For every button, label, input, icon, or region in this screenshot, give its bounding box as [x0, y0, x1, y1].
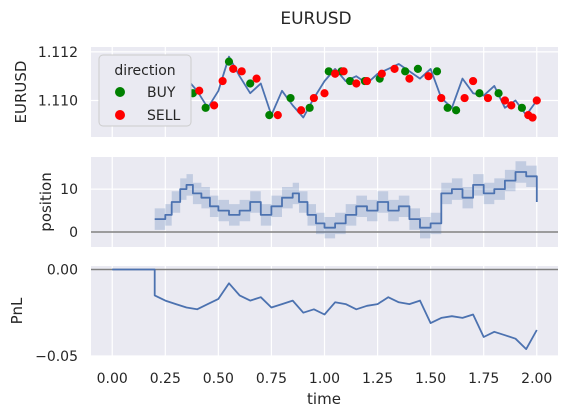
sell-marker	[437, 93, 446, 103]
x-tick-label: 1.00	[309, 371, 340, 387]
sell-marker	[339, 67, 348, 76]
buy-marker	[494, 89, 503, 98]
panel-position: 0 10 position	[37, 157, 558, 247]
buy-marker	[475, 89, 484, 98]
buy-marker	[286, 93, 295, 103]
panel-price-yticks: 1.110 1.112	[38, 45, 78, 110]
sell-marker	[362, 76, 372, 86]
panel-position-content	[91, 161, 558, 239]
x-axis-label: time	[307, 390, 341, 408]
sell-marker	[377, 69, 386, 78]
panel-position-ylabel: position	[37, 172, 55, 231]
sell-marker	[252, 74, 261, 83]
x-tick-label: 0.00	[97, 371, 128, 387]
sell-marker	[528, 113, 537, 122]
x-tick-label: 1.50	[415, 371, 446, 387]
sell-marker	[483, 93, 493, 103]
sell-marker	[273, 111, 282, 120]
chart-title: EURUSD	[280, 9, 351, 29]
y-tick-label: −0.05	[35, 349, 78, 365]
sell-marker	[532, 96, 541, 105]
buy-marker	[305, 103, 314, 112]
sell-marker	[500, 96, 510, 105]
sell-marker	[390, 64, 399, 73]
panel-price-ylabel: EURUSD	[12, 61, 30, 124]
panel-pnl: 0.00 −0.05 PnL	[8, 262, 558, 365]
buy-marker	[432, 67, 442, 76]
series-line	[154, 55, 538, 119]
y-tick-label: 1.112	[38, 45, 78, 61]
x-tick-label: 0.25	[150, 371, 181, 387]
sell-marker	[218, 76, 227, 86]
buy-marker	[517, 103, 527, 112]
sell-marker	[237, 67, 246, 76]
buy-marker	[452, 106, 461, 115]
buy-marker	[246, 79, 255, 88]
legend-buy-marker	[115, 87, 125, 97]
buy-marker	[401, 67, 410, 76]
legend-buy-label: BUY	[147, 85, 176, 101]
sell-marker	[405, 74, 414, 83]
series-line	[154, 171, 538, 229]
sell-marker	[507, 101, 516, 110]
panel-price-content	[150, 55, 541, 122]
sell-marker	[210, 101, 219, 110]
x-tick-labels: 0.00 0.25 0.50 0.75 1.00 1.25 1.50 1.75 2.00	[97, 371, 553, 387]
x-tick-label: 0.75	[256, 371, 287, 387]
buy-marker	[201, 103, 210, 112]
legend-sell-marker	[115, 110, 125, 120]
sell-marker	[331, 69, 340, 78]
legend-title: direction	[114, 63, 175, 79]
panel-price: 1.110 1.112 EURUSD direction BUY SELL	[12, 45, 558, 137]
x-tick-label: 0.50	[203, 371, 234, 387]
y-tick-label: 0.00	[47, 262, 78, 278]
buy-marker	[443, 103, 452, 112]
buy-marker	[413, 64, 422, 73]
panel-pnl-yticks: 0.00 −0.05	[35, 262, 78, 365]
legend-sell-label: SELL	[147, 108, 181, 124]
buy-marker	[265, 111, 274, 120]
buy-marker	[224, 57, 234, 66]
x-tick-label: 2.00	[521, 371, 552, 387]
sell-marker	[297, 106, 306, 115]
y-tick-label: 1.110	[38, 94, 78, 110]
y-tick-label: 10	[60, 182, 78, 198]
panel-pnl-content	[91, 268, 558, 351]
panel-position-yticks: 0 10	[60, 182, 78, 241]
sell-marker	[229, 64, 238, 73]
x-tick-label: 1.25	[362, 371, 393, 387]
y-tick-label: 0	[69, 225, 78, 241]
legend-frame	[98, 54, 192, 127]
panel-pnl-ylabel: PnL	[8, 297, 26, 324]
sell-marker	[424, 72, 433, 81]
legend: direction BUY SELL	[98, 54, 192, 127]
sell-marker	[468, 76, 478, 86]
sell-marker	[320, 89, 329, 98]
x-tick-label: 1.75	[468, 371, 499, 387]
sell-marker	[309, 93, 318, 103]
sell-marker	[352, 79, 361, 88]
sell-marker	[195, 86, 204, 95]
series-line	[112, 268, 538, 351]
sell-marker	[460, 93, 469, 103]
